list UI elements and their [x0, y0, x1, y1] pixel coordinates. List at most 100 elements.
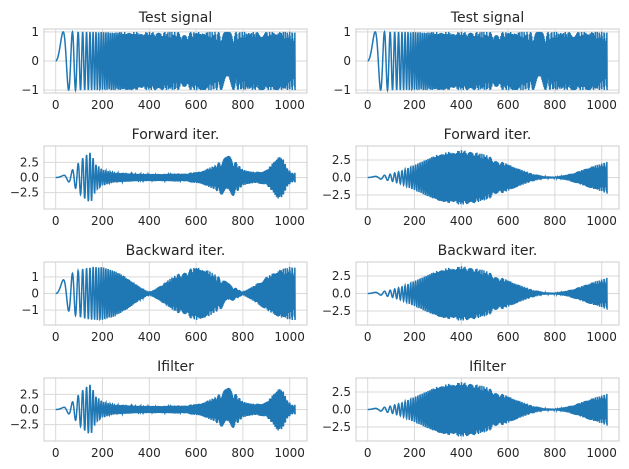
- subplot-4: Forward iter. 0 200 400 600 800 1000 2.5 0.0 −2.5: [322, 127, 620, 228]
- signal-line: [367, 29, 608, 93]
- axes-frame: [43, 261, 308, 326]
- signal-line: [55, 29, 296, 93]
- subplot-title: Backward iter.: [126, 243, 226, 259]
- axes-frame: [43, 28, 308, 94]
- subplot-title: Forward iter.: [444, 127, 532, 143]
- y-tick-label: 0: [31, 287, 39, 301]
- x-tick-label: 0: [52, 214, 60, 228]
- y-tick-label: −2.5: [322, 420, 351, 434]
- subplot-title: Test signal: [138, 10, 212, 26]
- x-tick-label: 200: [91, 446, 114, 460]
- signal-line: [55, 152, 296, 202]
- x-tick-label: 800: [231, 330, 254, 344]
- x-tick-label: 200: [403, 98, 426, 112]
- axes-frame: [355, 377, 620, 442]
- x-tick-label: 1000: [586, 214, 617, 228]
- x-tick-label: 1000: [586, 446, 617, 460]
- y-tick-label: −2.5: [322, 188, 351, 202]
- y-tick-label: 0.0: [332, 171, 351, 185]
- signal-line: [55, 266, 296, 322]
- x-tick-label: 800: [231, 214, 254, 228]
- x-tick-label: 0: [52, 446, 60, 460]
- y-tick-label: −1: [21, 303, 39, 317]
- subplot-title: Ifilter: [157, 359, 194, 375]
- signal-line: [367, 266, 608, 321]
- y-tick-label: −2.5: [10, 418, 39, 432]
- x-tick-label: 400: [138, 214, 161, 228]
- x-tick-label: 400: [450, 214, 473, 228]
- signal-line: [55, 384, 296, 434]
- subplot-7: Ifilter 0 200 400 600 800 1000 2.5 0.0−2.5: [10, 359, 308, 460]
- x-tick-label: 400: [138, 446, 161, 460]
- x-tick-label: 600: [185, 330, 208, 344]
- x-tick-label: 1000: [274, 98, 305, 112]
- x-tick-label: 600: [497, 214, 520, 228]
- x-tick-label: 1000: [274, 330, 305, 344]
- y-tick-label: 0.0: [20, 403, 39, 417]
- x-tick-label: 400: [450, 330, 473, 344]
- x-tick-label: 1000: [586, 98, 617, 112]
- x-tick-label: 600: [185, 98, 208, 112]
- x-tick-label: 200: [91, 98, 114, 112]
- x-tick-label: 200: [403, 330, 426, 344]
- x-tick-label: 0: [364, 446, 372, 460]
- x-tick-label: 200: [403, 214, 426, 228]
- x-tick-label: 600: [497, 446, 520, 460]
- x-tick-label: 200: [403, 446, 426, 460]
- y-tick-label: 2.5: [20, 387, 39, 401]
- x-tick-label: 200: [91, 330, 114, 344]
- x-tick-label: 0: [364, 98, 372, 112]
- y-tick-label: 0.0: [20, 171, 39, 185]
- y-tick-label: 2.5: [332, 269, 351, 283]
- y-tick-label: −2.5: [322, 304, 351, 318]
- y-tick-label: 0: [343, 54, 351, 68]
- subplot-6: Backward iter. 0 200 400 600 800 1000 2.5 0.0 −2.…: [322, 243, 620, 344]
- x-tick-label: 400: [138, 330, 161, 344]
- y-tick-label: 1: [343, 25, 351, 39]
- subplot-title: Ifilter: [469, 359, 506, 375]
- axes-frame: [43, 377, 308, 442]
- x-tick-label: 600: [185, 446, 208, 460]
- x-tick-label: 0: [52, 330, 60, 344]
- x-tick-label: 400: [450, 98, 473, 112]
- subplot-8: Ifilter 0 200 400 600 800 1000 2.5 0.0 −2.5: [322, 359, 620, 460]
- x-tick-label: 800: [543, 446, 566, 460]
- y-tick-label: 2.5: [20, 155, 39, 169]
- subplot-title: Test signal: [450, 10, 524, 26]
- y-tick-label: 1: [31, 25, 39, 39]
- x-tick-label: 800: [231, 98, 254, 112]
- x-tick-label: 800: [543, 330, 566, 344]
- y-tick-label: −2.5: [10, 186, 39, 200]
- x-tick-label: 0: [364, 330, 372, 344]
- signal-line: [367, 382, 608, 437]
- subplot-3: Forward iter. 0 200 400 600 800 1000 2.5 0.0−2.5: [10, 127, 308, 228]
- subplot-1: Test signal 0 200 400 600 800 1000 1 0 −1: [21, 10, 308, 112]
- subplot-title: Forward iter.: [132, 127, 220, 143]
- x-tick-label: 200: [91, 214, 114, 228]
- y-tick-label: 0: [31, 54, 39, 68]
- y-tick-label: 2.5: [332, 385, 351, 399]
- axes-frame: [355, 145, 620, 210]
- y-tick-label: 2.5: [332, 153, 351, 167]
- y-tick-label: −1: [333, 83, 351, 97]
- axes-frame: [355, 261, 620, 326]
- x-tick-label: 400: [450, 446, 473, 460]
- x-tick-label: 600: [497, 98, 520, 112]
- x-tick-label: 800: [543, 98, 566, 112]
- x-tick-label: 1000: [274, 446, 305, 460]
- y-tick-label: 0.0: [332, 403, 351, 417]
- y-tick-label: 1: [31, 270, 39, 284]
- signal-line: [367, 150, 608, 205]
- subplot-title: Backward iter.: [438, 243, 538, 259]
- x-tick-label: 0: [364, 214, 372, 228]
- x-tick-label: 1000: [274, 214, 305, 228]
- y-tick-label: −1: [21, 83, 39, 97]
- x-tick-label: 600: [497, 330, 520, 344]
- subplot-5: Backward iter. 0 200 400 600 800 1000 1 0 −1: [21, 243, 308, 344]
- subplot-2: Test signal 0 200 400 600 800 1000 1 0 −1: [333, 10, 620, 112]
- x-tick-label: 400: [138, 98, 161, 112]
- x-tick-label: 0: [52, 98, 60, 112]
- x-tick-label: 800: [543, 214, 566, 228]
- x-tick-label: 800: [231, 446, 254, 460]
